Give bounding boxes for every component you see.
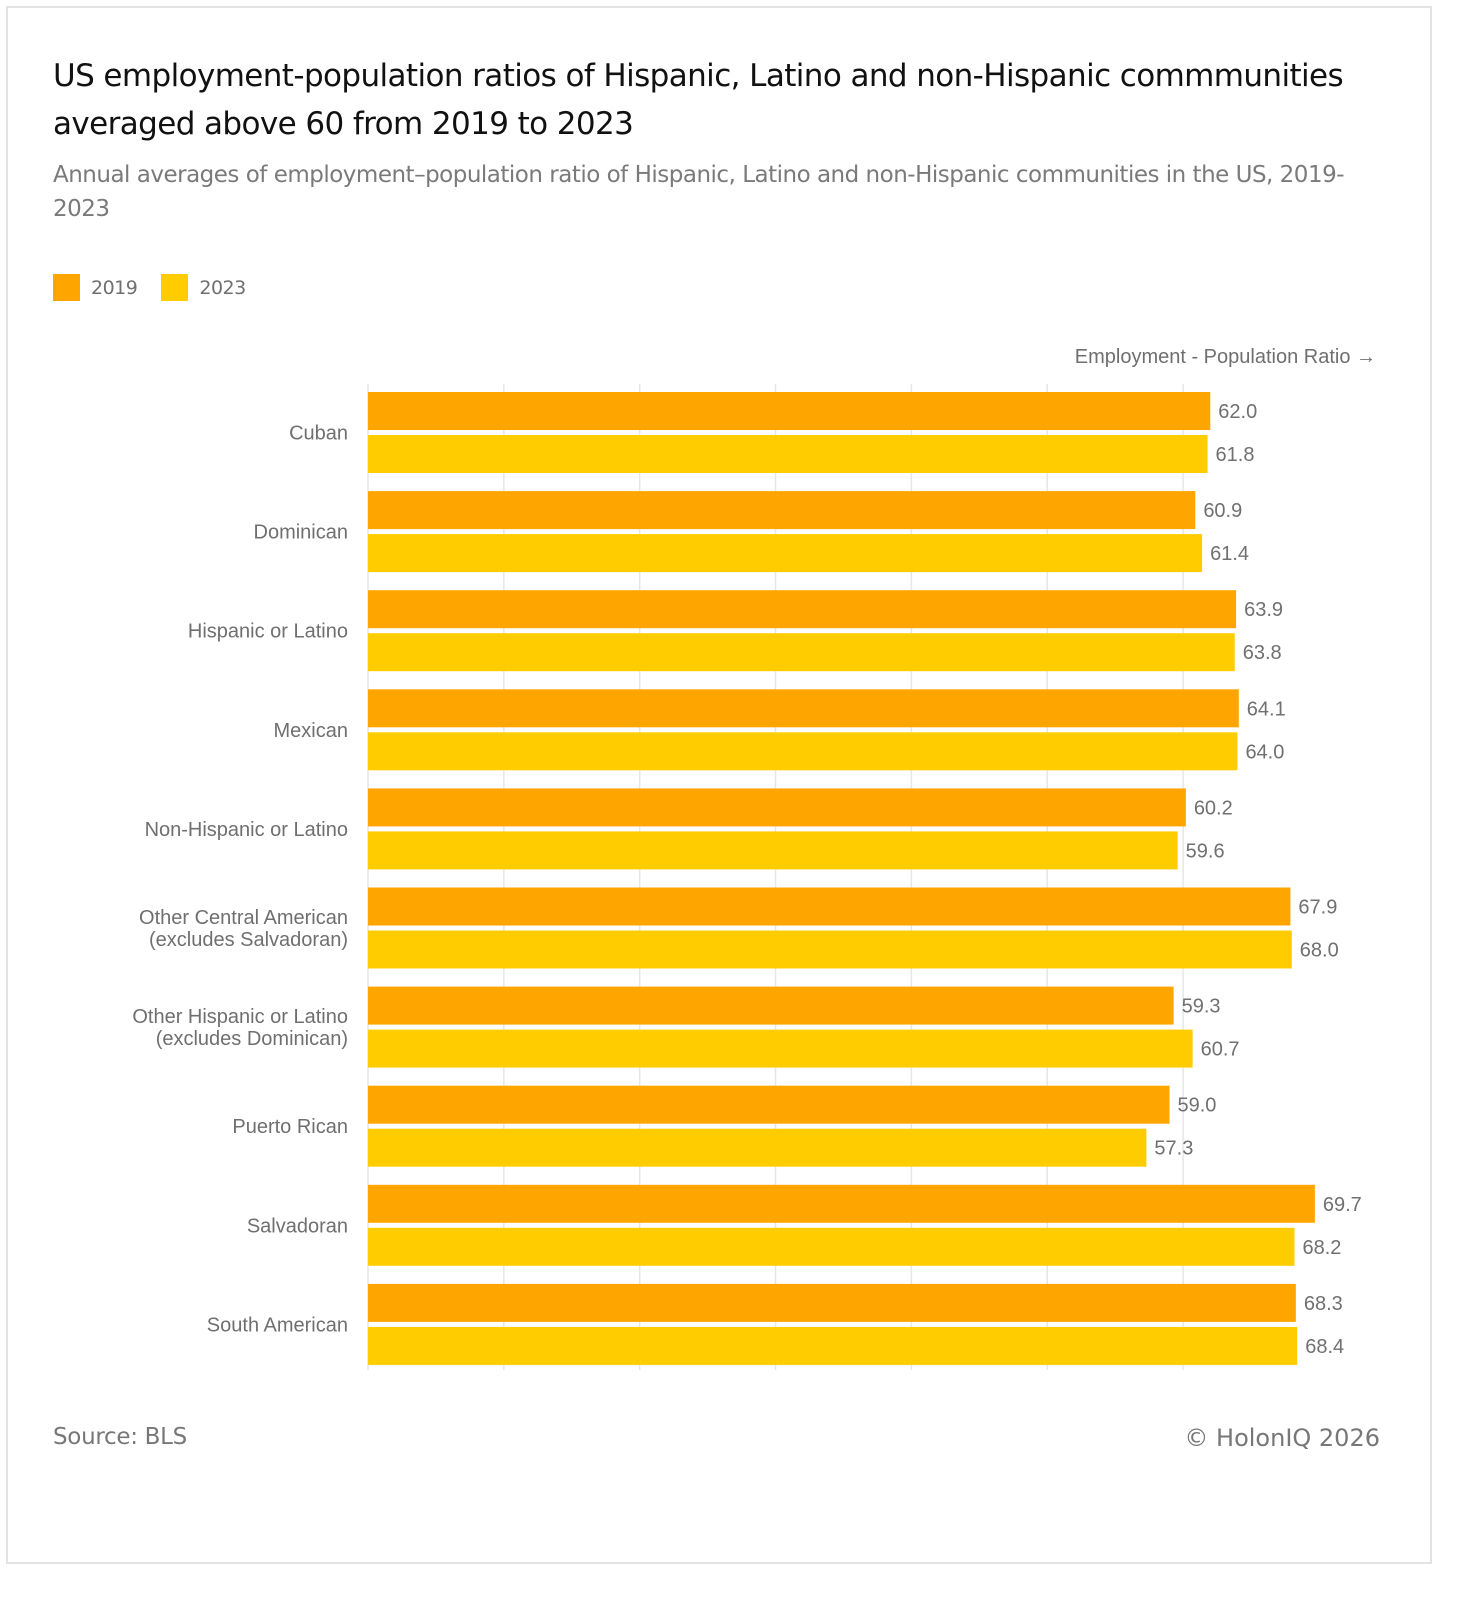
value-label: 60.9 [1203,500,1242,522]
bar-2019-7[interactable] [368,1085,1170,1124]
category-label: Puerto Rican [232,1116,348,1138]
value-label: 59.0 [1178,1095,1217,1117]
value-label: 68.0 [1300,940,1339,962]
legend-label-2023: 2023 [199,276,246,299]
value-label: 60.2 [1194,797,1233,819]
value-label: 59.3 [1182,996,1221,1018]
category-label: Dominican [254,522,348,544]
value-label: 60.7 [1201,1039,1240,1061]
category-label: Hispanic or Latino [188,621,348,643]
value-labels: 62.0 61.8 60.9 61.4 63.9 63.8 64.1 64.0 60.2 59.6… [1154,401,1361,1358]
legend-item-2023[interactable]: 2023 [161,274,246,301]
bar-2023-2[interactable] [368,633,1235,672]
category-label: Other Hispanic or Latino [132,1006,348,1028]
bar-2019-2[interactable] [368,590,1237,629]
bar-2019-4[interactable] [368,788,1186,827]
copyright-credit: © HolonIQ 2026 [1184,1424,1380,1452]
legend-label-2019: 2019 [91,276,138,299]
value-label: 68.2 [1302,1237,1341,1259]
value-label: 57.3 [1154,1138,1193,1160]
value-label: 68.4 [1305,1336,1344,1358]
bar-2019-1[interactable] [368,491,1196,530]
bar-2019-5[interactable] [368,887,1291,926]
bar-2019-9[interactable] [368,1283,1296,1322]
source-note: Source: BLS [53,1424,187,1450]
category-labels: Cuban Dominican Hispanic or Latino Mexican N… [132,423,348,1337]
bar-2023-3[interactable] [368,732,1238,771]
bar-2023-4[interactable] [368,831,1178,870]
bar-2019-3[interactable] [368,689,1239,728]
bar-2023-5[interactable] [368,930,1292,969]
category-label: (excludes Dominican) [156,1028,348,1050]
chart-title: US employment-population ratios of Hispa… [53,58,1344,142]
value-label: 63.8 [1243,642,1282,664]
value-label: 64.1 [1247,698,1286,720]
value-label: 67.9 [1298,897,1337,919]
bar-2019-0[interactable] [368,392,1211,430]
value-label: 63.9 [1244,599,1283,621]
value-label: 61.4 [1210,543,1249,565]
category-label: South American [207,1314,348,1336]
category-label: Mexican [274,720,348,742]
bar-2019-6[interactable] [368,986,1174,1025]
legend-item-2019[interactable]: 2019 [53,274,138,301]
value-label: 68.3 [1304,1293,1343,1315]
chart-subtitle: Annual averages of employment–population… [53,162,1345,222]
bar-2023-9[interactable] [368,1326,1298,1365]
category-label: Non-Hispanic or Latino [145,819,348,841]
legend-swatch-2023 [161,274,189,301]
bar-2023-6[interactable] [368,1029,1193,1068]
bar-2023-8[interactable] [368,1227,1295,1266]
bar-2023-0[interactable] [368,435,1208,473]
category-label: Salvadoran [247,1215,348,1237]
bars [368,392,1315,1365]
category-label: (excludes Salvadoran) [149,929,348,951]
value-label: 62.0 [1218,401,1257,423]
bar-2023-1[interactable] [368,534,1203,573]
value-label: 64.0 [1245,741,1284,763]
x-axis-title: Employment - Population Ratio → [1074,346,1376,368]
value-label: 61.8 [1216,444,1255,466]
category-label: Cuban [289,423,348,445]
value-label: 59.6 [1186,840,1225,862]
category-label: Other Central American [139,907,348,929]
legend: 2019 2023 [53,274,270,301]
bar-2023-7[interactable] [368,1128,1147,1167]
bar-2019-8[interactable] [368,1184,1315,1223]
value-label: 69.7 [1323,1194,1362,1216]
legend-swatch-2019 [53,274,80,301]
